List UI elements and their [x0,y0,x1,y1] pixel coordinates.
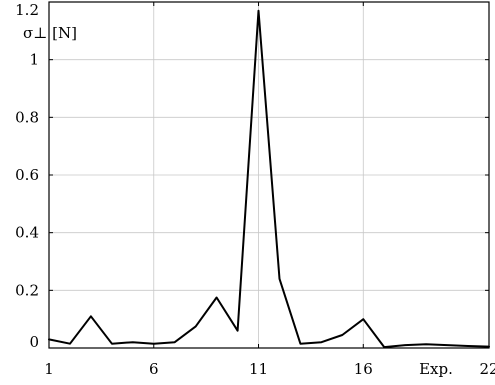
y-tick-label: 0.6 [15,166,39,184]
x-tick-label: 16 [354,360,373,378]
y-tick-label: 1.2 [15,1,39,19]
y-tick-label: 0.4 [15,224,39,242]
x-tick-label: 11 [249,360,268,378]
x-tick-label: 1 [44,360,54,378]
series-line [48,9,490,349]
y-axis-label: σ⊥ [N] [23,24,77,42]
series-layer [48,9,490,349]
grid [49,2,489,348]
axes [48,1,490,349]
y-tick-label: 0.8 [15,108,39,126]
y-tick-label: 0.2 [15,281,39,299]
y-tick-label: 1 [29,51,39,69]
x-axis-label: Exp. [419,360,453,378]
y-tick-label: 0 [29,333,39,351]
x-tick-label: 22 [479,360,495,378]
x-tick-label: 6 [149,360,159,378]
